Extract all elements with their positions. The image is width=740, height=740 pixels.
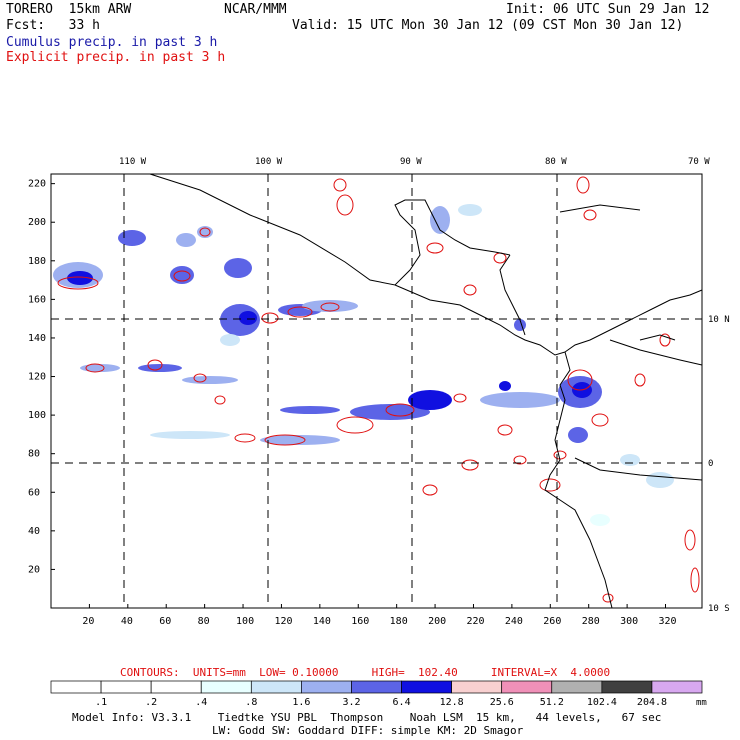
x-tick-label: 260 [543,616,561,627]
x-tick-label: 300 [620,616,638,627]
x-tick-label: 100 [236,616,254,627]
y-tick-label: 220 [28,179,46,190]
colorbar-swatch [451,680,503,694]
y-axis-ticks: 220 200 180 160 140 120 100 80 60 40 20 [28,179,55,575]
model-info: Model Info: V3.3.1 Tiedtke YSU PBL Thomp… [72,711,662,724]
valid-time: Valid: 15 UTC Mon 30 Jan 12 (09 CST Mon … [292,18,684,33]
colorbar-swatch [551,680,603,694]
y-tick-label: 100 [28,410,46,421]
colorbar-swatch [301,680,352,694]
explicit-precip-contours [57,176,700,603]
colorbar-swatch [601,680,653,694]
colorbar-swatch [651,680,703,694]
x-tick-label: 160 [351,616,369,627]
colorbar-labels: .1 .2 .4 .8 1.6 3.2 6.4 12.8 25.6 51.2 102.4 204.8 [95,697,667,708]
colorbar-label: 1.6 [292,697,310,708]
y-tick-label: 40 [28,526,40,537]
x-tick-label: 140 [313,616,331,627]
colorbar-label: 25.6 [490,697,514,708]
forecast-hour: Fcst: 33 h [6,18,100,33]
coastlines [149,173,703,609]
lat-label-10n: 10 N [708,315,730,325]
colorbar-unit: mm [696,698,707,708]
legend-explicit: Explicit precip. in past 3 h [6,50,226,65]
colorbar-swatch [401,680,452,694]
x-axis-ticks: 20 40 60 80 100 120 140 160 180 200 220 240 260 280 30… [82,604,677,627]
lon-label-70w: 70 W [688,157,710,167]
colorbar-swatch [250,680,302,694]
legend-cumulus: Cumulus precip. in past 3 h [6,35,218,50]
x-tick-label: 200 [428,616,446,627]
x-tick-label: 320 [659,616,677,627]
x-tick-label: 80 [198,616,210,627]
colorbar-label: 102.4 [587,697,617,708]
y-tick-label: 160 [28,294,46,305]
org-label: NCAR/MMM [224,2,287,17]
colorbar-label: .4 [195,697,207,708]
precip-map: 220 200 180 160 140 120 100 80 60 40 20 20 40 60 80 10… [28,157,730,627]
y-tick-label: 20 [28,564,40,575]
colorbar-label: 3.2 [342,697,360,708]
lon-label-90w: 90 W [400,157,422,167]
y-tick-label: 180 [28,256,46,267]
y-tick-label: 80 [28,449,40,460]
physics-info: LW: Godd SW: Goddard DIFF: simple KM: 2D… [212,724,524,737]
colorbar-label: 51.2 [540,697,564,708]
colorbar-label: 6.4 [393,697,411,708]
colorbar-swatch [50,680,102,694]
colorbar-swatch [501,680,553,694]
model-title: TORERO 15km ARW [6,2,132,17]
lat-label-10s: 10 S [708,604,730,614]
colorbar-label: .8 [245,697,257,708]
x-tick-label: 120 [274,616,292,627]
lon-label-80w: 80 W [545,157,567,167]
x-tick-label: 280 [582,616,600,627]
colorbar-swatch [100,680,152,694]
x-tick-label: 240 [505,616,523,627]
x-tick-label: 40 [121,616,133,627]
x-tick-label: 220 [466,616,484,627]
y-tick-label: 140 [28,333,46,344]
x-tick-label: 20 [82,616,94,627]
colorbar-swatch [150,680,202,694]
colorbar-label: 12.8 [440,697,464,708]
colorbar-swatch [351,680,402,694]
colorbar-boxes [50,680,703,694]
y-tick-label: 60 [28,487,40,498]
colorbar-label: .1 [95,697,107,708]
colorbar-swatch [200,680,252,694]
y-tick-label: 120 [28,372,46,383]
lon-label-110w: 110 W [119,157,147,167]
y-tick-label: 200 [28,217,46,228]
lon-label-100w: 100 W [255,157,283,167]
x-tick-label: 180 [390,616,408,627]
init-time: Init: 06 UTC Sun 29 Jan 12 [506,2,710,17]
colorbar-label: .2 [145,697,157,708]
colorbar-label: 204.8 [637,697,667,708]
contours-info: CONTOURS: UNITS=mm LOW= 0.10000 HIGH= 10… [120,666,611,679]
lat-lon-grid [51,174,702,608]
x-tick-label: 60 [159,616,171,627]
lat-label-0: 0 [708,459,713,469]
